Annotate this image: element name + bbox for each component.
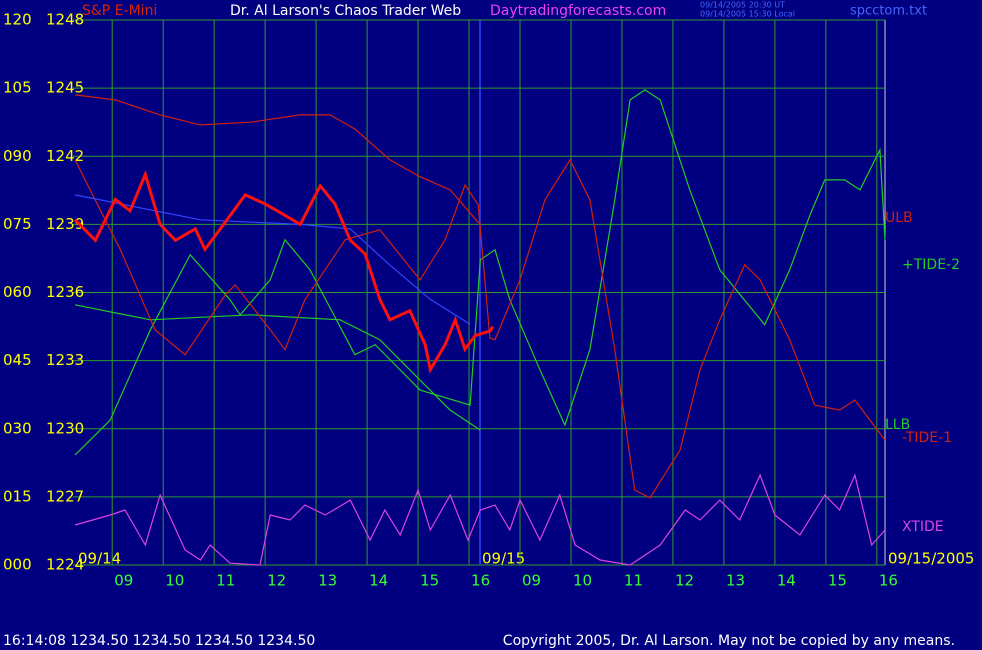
y-tick-label: 000 <box>3 556 32 574</box>
y-tick-label: 030 <box>3 419 32 437</box>
y2-tick-label: 1248 <box>46 11 84 29</box>
date-label: 09/15/2005 <box>888 550 974 568</box>
x-tick-label: 14 <box>777 572 796 590</box>
ut-time: 09/14/2005 20:30 UT <box>700 1 785 10</box>
y-tick-label: 090 <box>3 147 32 165</box>
x-tick-label: 12 <box>267 572 286 590</box>
file-name: spcctom.txt <box>850 4 927 19</box>
x-tick-label: 13 <box>726 572 745 590</box>
title: Dr. Al Larson's Chaos Trader Web <box>230 3 461 19</box>
y-tick-label: 105 <box>3 79 32 97</box>
y2-tick-label: 1245 <box>46 79 84 97</box>
y2-tick-label: 1236 <box>46 283 84 301</box>
date-label: 09/14 <box>78 550 121 568</box>
series-line <box>74 473 886 566</box>
y-tick-label: 075 <box>3 215 32 233</box>
y-tick-label: 060 <box>3 283 32 301</box>
x-tick-label: 16 <box>471 572 490 590</box>
y-tick-label: 120 <box>3 11 32 29</box>
y2-tick-label: 1233 <box>46 351 84 369</box>
series-label: ULB <box>885 210 913 226</box>
y-tick-label: 045 <box>3 351 32 369</box>
x-tick-label: 15 <box>420 572 439 590</box>
series-label: +TIDE-2 <box>902 257 960 273</box>
x-tick-label: 09 <box>522 572 541 590</box>
x-tick-label: 11 <box>624 572 643 590</box>
symbol: S&P E-Mini <box>82 3 157 19</box>
x-tick-label: 14 <box>369 572 388 590</box>
series-line <box>74 89 886 456</box>
copyright: Copyright 2005, Dr. Al Larson. May not b… <box>503 633 955 649</box>
date-label: 09/15 <box>482 550 525 568</box>
local-time: 09/14/2005 15:30 Local <box>700 10 795 19</box>
series-label: XTIDE <box>902 519 944 535</box>
x-tick-label: 10 <box>165 572 184 590</box>
series-line <box>74 94 481 226</box>
y-tick-label: 015 <box>3 487 32 505</box>
x-tick-label: 09 <box>114 572 133 590</box>
x-tick-label: 10 <box>573 572 592 590</box>
series-label: LLB <box>885 417 910 433</box>
series-line <box>73 169 495 374</box>
y2-tick-label: 1239 <box>46 215 84 233</box>
series-line <box>74 158 886 499</box>
y2-tick-label: 1242 <box>46 147 84 165</box>
y2-tick-label: 1230 <box>46 419 84 437</box>
series-label: -TIDE-1 <box>902 430 952 446</box>
x-tick-label: 12 <box>675 572 694 590</box>
x-tick-label: 16 <box>879 572 898 590</box>
series-line <box>74 194 471 325</box>
site: Daytradingforecasts.com <box>490 3 666 19</box>
status-line: 16:14:08 1234.50 1234.50 1234.50 1234.50 <box>3 633 315 649</box>
y2-tick-label: 1224 <box>46 556 84 574</box>
series-line <box>74 304 481 431</box>
x-tick-label: 15 <box>828 572 847 590</box>
x-tick-label: 11 <box>216 572 235 590</box>
x-tick-label: 13 <box>318 572 337 590</box>
y2-tick-label: 1227 <box>46 487 84 505</box>
